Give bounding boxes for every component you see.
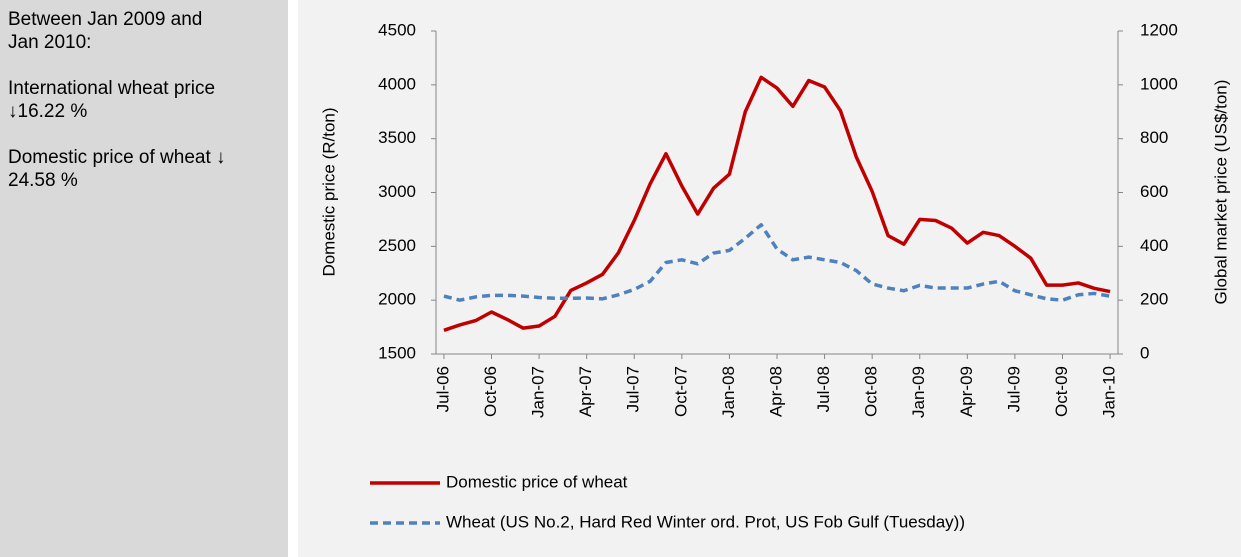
x-tick-label: Jul-07 — [624, 366, 643, 412]
x-tick-label: Jan-08 — [719, 366, 738, 418]
x-tick-label: Apr-09 — [957, 366, 976, 417]
series-line — [443, 75, 1111, 332]
y2-tick-label: 200 — [1140, 290, 1168, 309]
panel-note: International wheat price ↓16.22 % — [8, 78, 216, 122]
y2-tick-label: 1200 — [1140, 20, 1178, 39]
y-axis-title: Domestic price (R/ton) — [319, 107, 338, 276]
x-tick-label: Jan-09 — [909, 366, 928, 418]
y2-tick-label: 400 — [1140, 236, 1168, 255]
y-tick-label: 4500 — [378, 20, 416, 39]
x-tick-label: Apr-08 — [766, 366, 785, 417]
x-tick-label: Jan-10 — [1100, 366, 1119, 418]
x-tick-label: Apr-07 — [576, 366, 595, 417]
y-tick-label: 3000 — [378, 182, 416, 201]
y-tick-label: 2500 — [378, 236, 416, 255]
y2-axis-title: Global market price (US$/ton) — [1211, 80, 1230, 305]
x-tick-label: Oct-09 — [1052, 366, 1071, 417]
y2-tick-label: 800 — [1140, 128, 1168, 147]
legend-label: Domestic price of wheat — [446, 472, 628, 491]
x-tick-label: Jul-06 — [433, 366, 452, 412]
y-tick-label: 1500 — [378, 343, 416, 362]
y2-tick-label: 0 — [1140, 343, 1149, 362]
legend-label: Wheat (US No.2, Hard Red Winter ord. Pro… — [446, 512, 965, 531]
y-tick-label: 2000 — [378, 290, 416, 309]
y-tick-label: 4000 — [378, 74, 416, 93]
y-tick-label: 3500 — [378, 128, 416, 147]
side-panel: Between Jan 2009 and Jan 2010: Internati… — [0, 0, 288, 557]
x-tick-label: Jan-07 — [529, 366, 548, 418]
x-tick-label: Jul-09 — [1004, 366, 1023, 412]
x-tick-label: Oct-06 — [481, 366, 500, 417]
chart-background — [298, 0, 1241, 557]
x-tick-label: Jul-08 — [814, 366, 833, 412]
x-tick-label: Oct-08 — [862, 366, 881, 417]
panel-note: Domestic price of wheat ↓ 24.58 % — [8, 147, 226, 191]
y2-tick-label: 1000 — [1140, 74, 1178, 93]
y2-tick-label: 600 — [1140, 182, 1168, 201]
x-tick-label: Oct-07 — [671, 366, 690, 417]
panel-heading: Between Jan 2009 and Jan 2010: — [8, 9, 203, 53]
